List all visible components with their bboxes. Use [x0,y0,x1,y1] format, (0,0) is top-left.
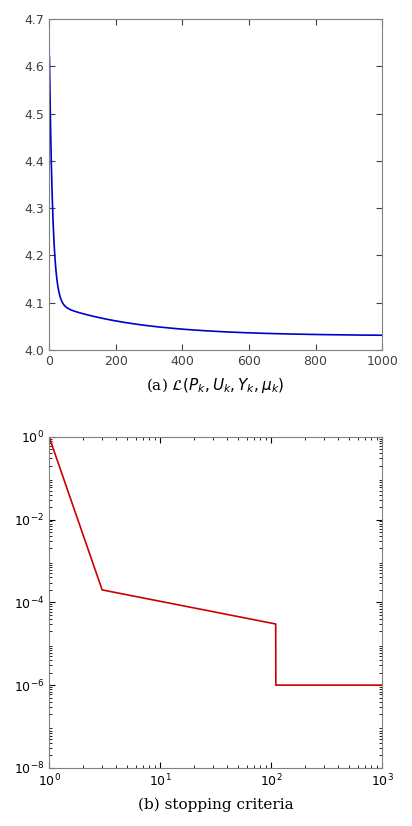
X-axis label: (b) stopping criteria: (b) stopping criteria [138,798,293,812]
X-axis label: (a) $\mathcal{L}(P_k, U_k, Y_k, \mu_k)$: (a) $\mathcal{L}(P_k, U_k, Y_k, \mu_k)$ [147,377,285,396]
